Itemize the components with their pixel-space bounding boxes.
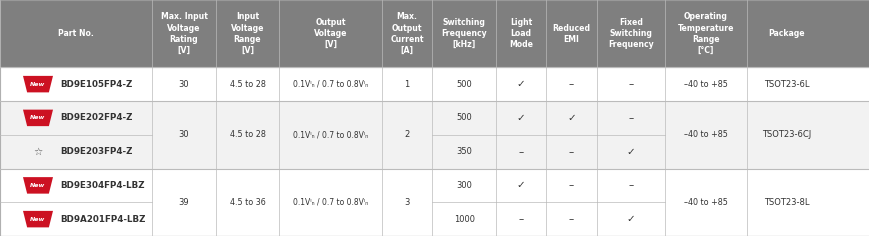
Text: Reduced
EMI: Reduced EMI xyxy=(552,24,590,44)
Polygon shape xyxy=(23,76,53,92)
Text: Input
Voltage
Range
[V]: Input Voltage Range [V] xyxy=(230,13,264,55)
Text: ✓: ✓ xyxy=(626,214,634,224)
Text: 0.1Vᴵₙ / 0.7 to 0.8Vᴵₙ: 0.1Vᴵₙ / 0.7 to 0.8Vᴵₙ xyxy=(293,80,368,89)
Text: –40 to +85: –40 to +85 xyxy=(683,130,727,139)
Text: –: – xyxy=(627,79,633,89)
Text: –: – xyxy=(518,147,523,157)
Text: Switching
Frequency
[kHz]: Switching Frequency [kHz] xyxy=(441,18,487,49)
Text: 2: 2 xyxy=(404,130,409,139)
Text: 0.1Vᴵₙ / 0.7 to 0.8Vᴵₙ: 0.1Vᴵₙ / 0.7 to 0.8Vᴵₙ xyxy=(293,130,368,139)
Bar xyxy=(0,0,869,67)
Text: BD9E202FP4-Z: BD9E202FP4-Z xyxy=(60,113,132,122)
Text: 30: 30 xyxy=(178,80,189,89)
Text: ☆: ☆ xyxy=(33,147,43,157)
Text: ✓: ✓ xyxy=(516,180,525,190)
Text: 30: 30 xyxy=(178,130,189,139)
Text: New: New xyxy=(30,82,45,87)
Text: 0.1Vᴵₙ / 0.7 to 0.8Vᴵₙ: 0.1Vᴵₙ / 0.7 to 0.8Vᴵₙ xyxy=(293,198,368,207)
Text: 300: 300 xyxy=(455,181,472,190)
Text: Light
Load
Mode: Light Load Mode xyxy=(508,18,533,49)
Text: TSOT23-8L: TSOT23-8L xyxy=(763,198,809,207)
Text: ✓: ✓ xyxy=(516,79,525,89)
Text: New: New xyxy=(30,183,45,188)
Text: 3: 3 xyxy=(404,198,409,207)
Text: –: – xyxy=(568,79,574,89)
Text: 500: 500 xyxy=(455,80,472,89)
Text: Max.
Output
Current
[A]: Max. Output Current [A] xyxy=(390,13,423,55)
Text: –: – xyxy=(568,214,574,224)
Text: –: – xyxy=(568,180,574,190)
Text: Part No.: Part No. xyxy=(58,29,94,38)
Text: Output
Voltage
[V]: Output Voltage [V] xyxy=(314,18,347,49)
Text: –: – xyxy=(568,147,574,157)
Text: 4.5 to 28: 4.5 to 28 xyxy=(229,80,265,89)
Text: TSOT23-6L: TSOT23-6L xyxy=(763,80,809,89)
Text: BD9E105FP4-Z: BD9E105FP4-Z xyxy=(60,80,132,89)
Bar xyxy=(0,135,869,169)
Text: –: – xyxy=(627,180,633,190)
Bar xyxy=(0,101,869,135)
Text: 4.5 to 28: 4.5 to 28 xyxy=(229,130,265,139)
Text: BD9A201FP4-LBZ: BD9A201FP4-LBZ xyxy=(60,215,145,224)
Text: 39: 39 xyxy=(178,198,189,207)
Polygon shape xyxy=(23,177,53,194)
Text: New: New xyxy=(30,115,45,120)
Text: 350: 350 xyxy=(455,147,472,156)
Polygon shape xyxy=(23,110,53,126)
Text: ✓: ✓ xyxy=(516,113,525,123)
Text: ✓: ✓ xyxy=(567,113,575,123)
Text: 500: 500 xyxy=(455,113,472,122)
Text: ✓: ✓ xyxy=(626,147,634,157)
Text: –40 to +85: –40 to +85 xyxy=(683,80,727,89)
Bar xyxy=(0,67,869,101)
Bar xyxy=(0,202,869,236)
Polygon shape xyxy=(23,211,53,227)
Text: Operating
Temperature
Range
[°C]: Operating Temperature Range [°C] xyxy=(677,13,733,55)
Text: 4.5 to 36: 4.5 to 36 xyxy=(229,198,265,207)
Text: Package: Package xyxy=(767,29,805,38)
Text: –: – xyxy=(627,113,633,123)
Text: 1000: 1000 xyxy=(453,215,474,224)
Bar xyxy=(0,169,869,202)
Text: New: New xyxy=(30,217,45,222)
Text: TSOT23-6CJ: TSOT23-6CJ xyxy=(761,130,811,139)
Text: BD9E304FP4-LBZ: BD9E304FP4-LBZ xyxy=(60,181,144,190)
Text: –: – xyxy=(518,214,523,224)
Text: BD9E203FP4-Z: BD9E203FP4-Z xyxy=(60,147,132,156)
Text: 1: 1 xyxy=(404,80,409,89)
Text: Max. Input
Voltage
Rating
[V]: Max. Input Voltage Rating [V] xyxy=(161,13,207,55)
Text: –40 to +85: –40 to +85 xyxy=(683,198,727,207)
Text: Fixed
Switching
Frequency: Fixed Switching Frequency xyxy=(607,18,653,49)
